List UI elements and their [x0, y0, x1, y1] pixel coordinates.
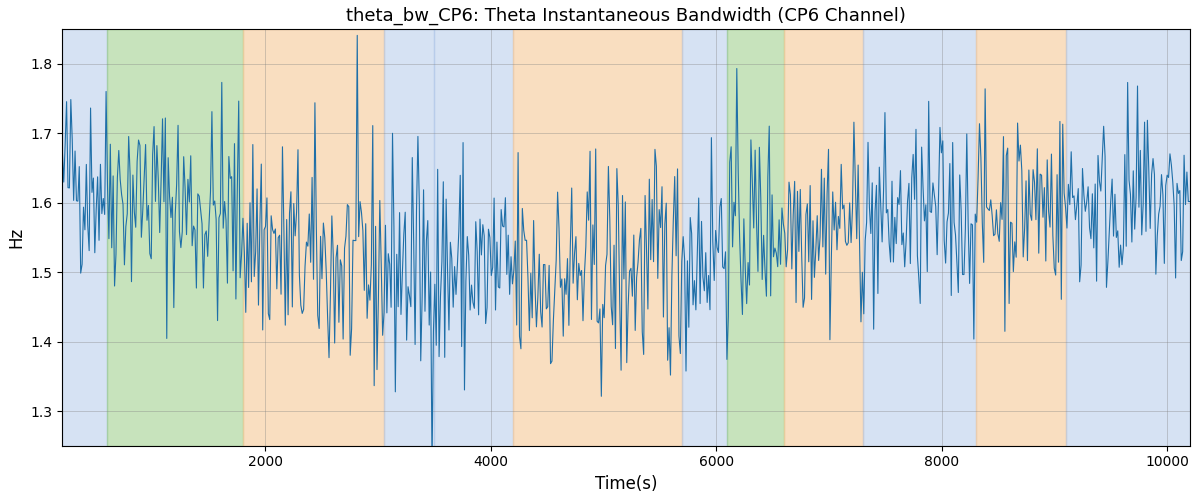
Bar [108, 30, 242, 446]
Bar [683, 30, 727, 446]
Bar [384, 30, 434, 446]
X-axis label: Time(s): Time(s) [595, 475, 658, 493]
Y-axis label: Hz: Hz [7, 227, 25, 248]
Bar [976, 30, 1066, 446]
Title: theta_bw_CP6: Theta Instantaneous Bandwidth (CP6 Channel): theta_bw_CP6: Theta Instantaneous Bandwi… [346, 7, 906, 25]
Bar [514, 30, 683, 446]
Bar [863, 30, 976, 446]
Bar [1066, 30, 1189, 446]
Bar [784, 30, 863, 446]
Bar [242, 30, 384, 446]
Bar [434, 30, 514, 446]
Bar [62, 30, 108, 446]
Bar [727, 30, 784, 446]
